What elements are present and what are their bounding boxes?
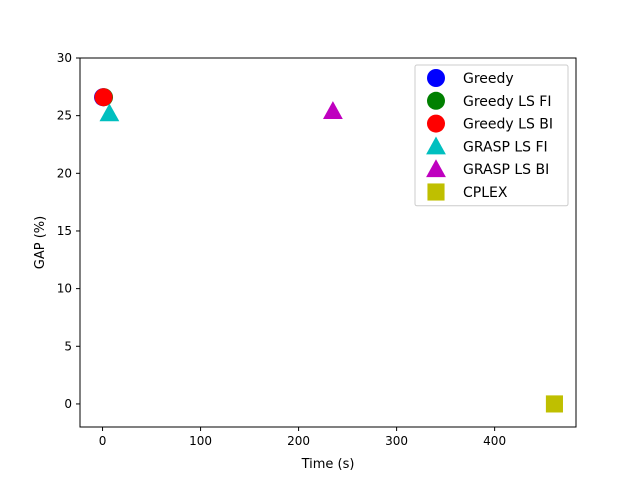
legend-label-greedy-ls-bi: Greedy LS BI	[463, 117, 553, 133]
ticks-layer: 0 100 200 300 400 0 5 10 15 20 25 30	[57, 51, 506, 448]
x-tick-label: 200	[287, 434, 310, 448]
y-tick-label: 0	[64, 397, 72, 411]
x-axis-label: Time (s)	[301, 457, 355, 472]
y-tick-label: 20	[57, 166, 72, 180]
x-tick-label: 400	[483, 434, 506, 448]
point-cplex	[545, 395, 563, 413]
point-grasp-ls-fi	[99, 103, 120, 122]
y-axis-label: GAP (%)	[33, 216, 48, 269]
point-grasp-ls-bi	[323, 101, 343, 119]
y-tick-label: 25	[57, 109, 72, 123]
legend-label-greedy-ls-fi: Greedy LS FI	[463, 94, 551, 110]
legend-label-grasp-ls-bi: GRASP LS BI	[463, 162, 549, 178]
x-tick-label: 300	[385, 434, 408, 448]
x-tick-label: 100	[189, 434, 212, 448]
legend-marker-greedy-ls-bi	[427, 114, 445, 133]
marks-layer	[94, 88, 563, 413]
legend: Greedy Greedy LS FI Greedy LS BI GRASP LS F…	[414, 64, 569, 207]
legend-marker-greedy-ls-fi	[427, 91, 445, 110]
y-tick-label: 15	[57, 224, 72, 238]
legend-label-grasp-ls-fi: GRASP LS FI	[463, 139, 548, 155]
y-tick-label: 10	[57, 282, 72, 296]
legend-marker-cplex	[427, 183, 445, 201]
y-tick-label: 5	[64, 339, 72, 353]
point-greedy-ls-bi	[94, 88, 113, 107]
axes-frame	[79, 57, 577, 428]
y-tick-label: 30	[57, 51, 72, 65]
legend-marker-greedy	[427, 69, 445, 87]
legend-marker-grasp-ls-bi	[426, 159, 446, 178]
x-tick-label: 0	[99, 434, 107, 448]
legend-marker-grasp-ls-fi	[426, 136, 446, 155]
legend-label-greedy: Greedy	[463, 71, 514, 87]
legend-label-cplex: CPLEX	[463, 185, 508, 201]
legend-box	[414, 64, 569, 207]
